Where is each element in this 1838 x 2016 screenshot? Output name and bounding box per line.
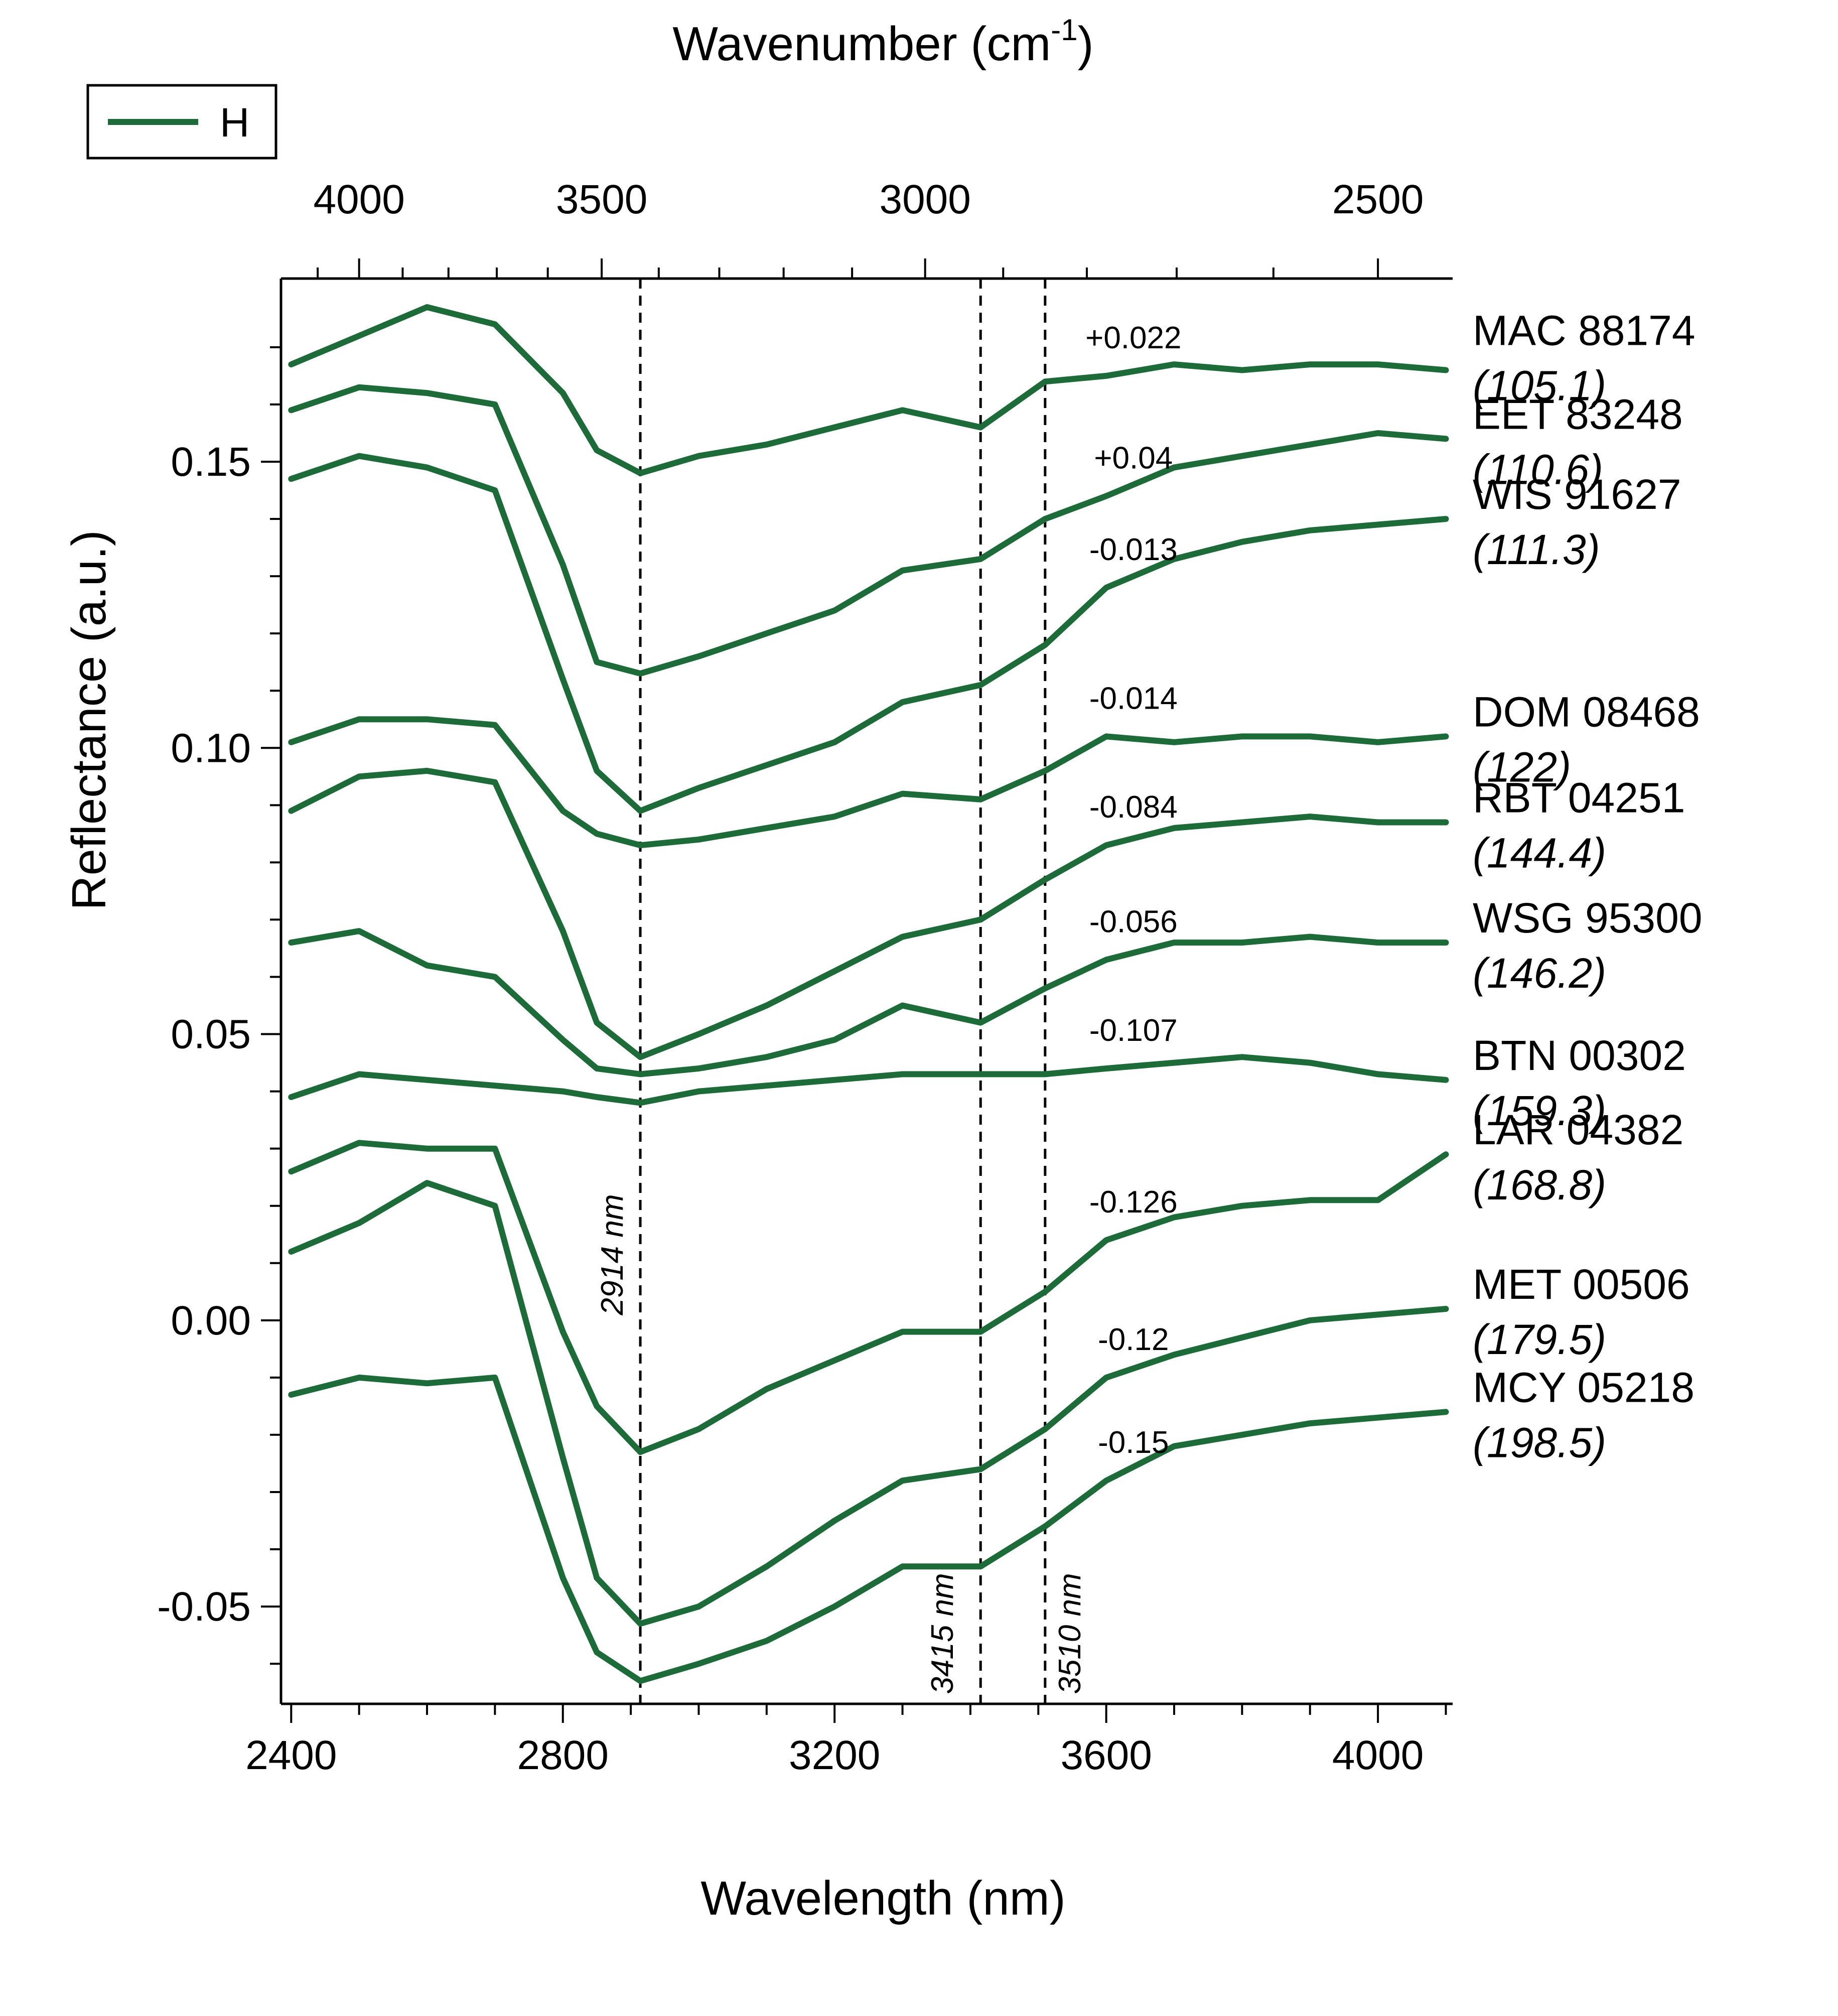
top-tick-label: 3500 <box>556 177 647 222</box>
series-name-label: EET 83248 <box>1473 390 1683 438</box>
series-offset-label: -0.014 <box>1089 681 1178 716</box>
series-offset-label: -0.084 <box>1089 790 1178 825</box>
series-name-label: MAC 88174 <box>1473 307 1695 354</box>
y-tick-label: 0.10 <box>171 725 251 771</box>
series-offset-label: -0.126 <box>1089 1185 1178 1220</box>
series-lines <box>288 304 1449 1684</box>
series-name-label: DOM 08468 <box>1473 688 1700 735</box>
axes: 2400 2800 3200 3600 4000 0.15 0.10 0.05 0.00 -0.0… <box>157 177 1453 1778</box>
top-tick-label: 3000 <box>879 177 970 222</box>
series-name-label: LAR 04382 <box>1473 1106 1683 1153</box>
series-line <box>288 716 1449 849</box>
series-offset-label: -0.15 <box>1098 1425 1169 1460</box>
top-axis-title: Wavenumber (cm-1) <box>672 13 1093 71</box>
series-sample-label: (105.1) <box>1473 362 1606 409</box>
y-axis-title: Reflectance (a.u.) <box>62 530 116 910</box>
reference-line-label: 2914 nm <box>595 1194 630 1315</box>
x-tick-label: 2400 <box>245 1732 337 1778</box>
series-sample-label: (111.3) <box>1473 526 1600 573</box>
series-line <box>288 1054 1449 1106</box>
series-sample-label: (179.5) <box>1473 1316 1606 1363</box>
series-sample-label: (168.8) <box>1473 1161 1606 1208</box>
top-tick-label: 2500 <box>1332 177 1424 222</box>
x-axis-title: Wavelength (nm) <box>700 1871 1065 1925</box>
series-sample-label: (144.4) <box>1473 830 1606 877</box>
series-name-label: MET 00506 <box>1473 1261 1690 1308</box>
y-tick-label: 0.05 <box>171 1012 251 1057</box>
reference-line-label: 3510 nm <box>1053 1573 1087 1694</box>
series-line <box>288 928 1449 1078</box>
series-line <box>288 453 1449 814</box>
reference-line-label: 3415 nm <box>925 1573 960 1694</box>
series-sample-label: (159.3) <box>1473 1087 1606 1134</box>
y-tick-label: 0.00 <box>171 1298 251 1343</box>
reference-lines: 2914 nm 3415 nm 3510 nm <box>595 279 1087 1704</box>
series-offset-label: -0.12 <box>1098 1322 1169 1357</box>
series-line <box>288 1140 1449 1455</box>
legend-label: H <box>220 100 249 146</box>
series-offset-label: -0.107 <box>1089 1013 1178 1048</box>
series-offset-label: +0.022 <box>1085 321 1181 355</box>
series-labels: MAC 88174 (105.1) +0.022 EET 83248 (110.6) +0… <box>1085 307 1702 1466</box>
x-tick-label: 3600 <box>1060 1732 1152 1778</box>
series-line <box>288 384 1449 677</box>
y-tick-label: -0.05 <box>157 1584 251 1630</box>
series-line <box>288 767 1449 1060</box>
series-sample-label: (122) <box>1473 743 1571 790</box>
legend: H <box>86 84 277 160</box>
series-sample-label: (198.5) <box>1473 1419 1606 1466</box>
series-name-label: RBT 04251 <box>1473 774 1685 822</box>
series-name-label: WIS 91627 <box>1473 471 1681 518</box>
x-tick-label: 4000 <box>1332 1732 1424 1778</box>
series-line <box>288 304 1449 476</box>
series-name-label: MCY 05218 <box>1473 1364 1694 1411</box>
series-offset-label: -0.013 <box>1089 532 1178 567</box>
top-tick-label: 4000 <box>313 177 404 222</box>
series-offset-label: +0.04 <box>1094 441 1173 475</box>
series-line <box>288 1374 1449 1684</box>
series-name-label: WSG 95300 <box>1473 894 1703 942</box>
series-offset-label: -0.056 <box>1089 904 1178 939</box>
series-line <box>288 1180 1449 1627</box>
x-tick-label: 3200 <box>789 1732 880 1778</box>
series-sample-label: (110.6) <box>1473 446 1603 493</box>
series-sample-label: (146.2) <box>1473 950 1606 997</box>
x-tick-label: 2800 <box>517 1732 609 1778</box>
y-tick-label: 0.15 <box>171 439 251 485</box>
series-name-label: BTN 00302 <box>1473 1032 1686 1079</box>
